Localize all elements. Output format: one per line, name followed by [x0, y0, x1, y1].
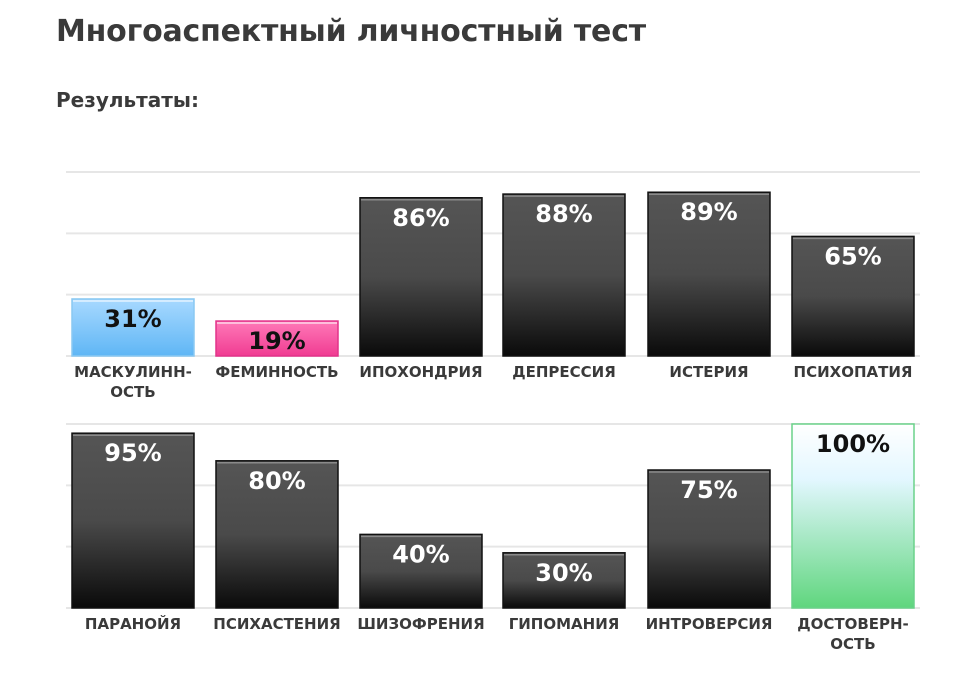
bar-value-label: 31%: [104, 305, 161, 333]
bar: [647, 469, 771, 609]
category-label: ДЕПРЕССИЯ: [512, 363, 616, 381]
bar-value-label: 86%: [392, 204, 449, 232]
category-label: ГИПОМАНИЯ: [509, 615, 620, 633]
category-label: ШИЗОФРЕНИЯ: [357, 615, 484, 633]
category-label: ИСТЕРИЯ: [669, 363, 748, 381]
bar-value-label: 40%: [392, 540, 449, 568]
bar: [502, 552, 626, 609]
bar-value-label: 75%: [680, 476, 737, 504]
bar: [71, 432, 195, 609]
bar: [791, 423, 915, 609]
bar: [791, 235, 915, 357]
bar-value-label: 30%: [535, 559, 592, 587]
bar: [71, 298, 195, 357]
category-label: ОСТЬ: [830, 635, 875, 653]
category-label: ДОСТОВЕРН-: [797, 615, 909, 633]
bar-value-label: 89%: [680, 198, 737, 226]
bar-value-label: 95%: [104, 439, 161, 467]
results-heading: Результаты:: [56, 88, 199, 112]
bar-value-label: 80%: [248, 467, 305, 495]
bar-value-label: 88%: [535, 200, 592, 228]
category-label: ПСИХОПАТИЯ: [794, 363, 913, 381]
bar: [215, 320, 339, 357]
category-label: ИНТРОВЕРСИЯ: [646, 615, 773, 633]
category-label: ПСИХАСТЕНИЯ: [213, 615, 340, 633]
bar-value-label: 100%: [816, 430, 890, 458]
page-title: Многоаспектный личностный тест: [56, 14, 646, 49]
bar: [359, 533, 483, 609]
bar: [215, 460, 339, 609]
category-label: ИПОХОНДРИЯ: [359, 363, 482, 381]
bar-value-label: 65%: [824, 242, 881, 270]
category-label: МАСКУЛИНН-: [74, 363, 192, 381]
category-label: ПАРАНОЙЯ: [85, 614, 181, 633]
bar: [502, 193, 626, 357]
bar: [647, 191, 771, 357]
category-label: ОСТЬ: [110, 383, 155, 401]
bar-value-label: 19%: [248, 327, 305, 355]
bar: [359, 197, 483, 357]
category-label: ФЕМИННОСТЬ: [215, 363, 338, 381]
